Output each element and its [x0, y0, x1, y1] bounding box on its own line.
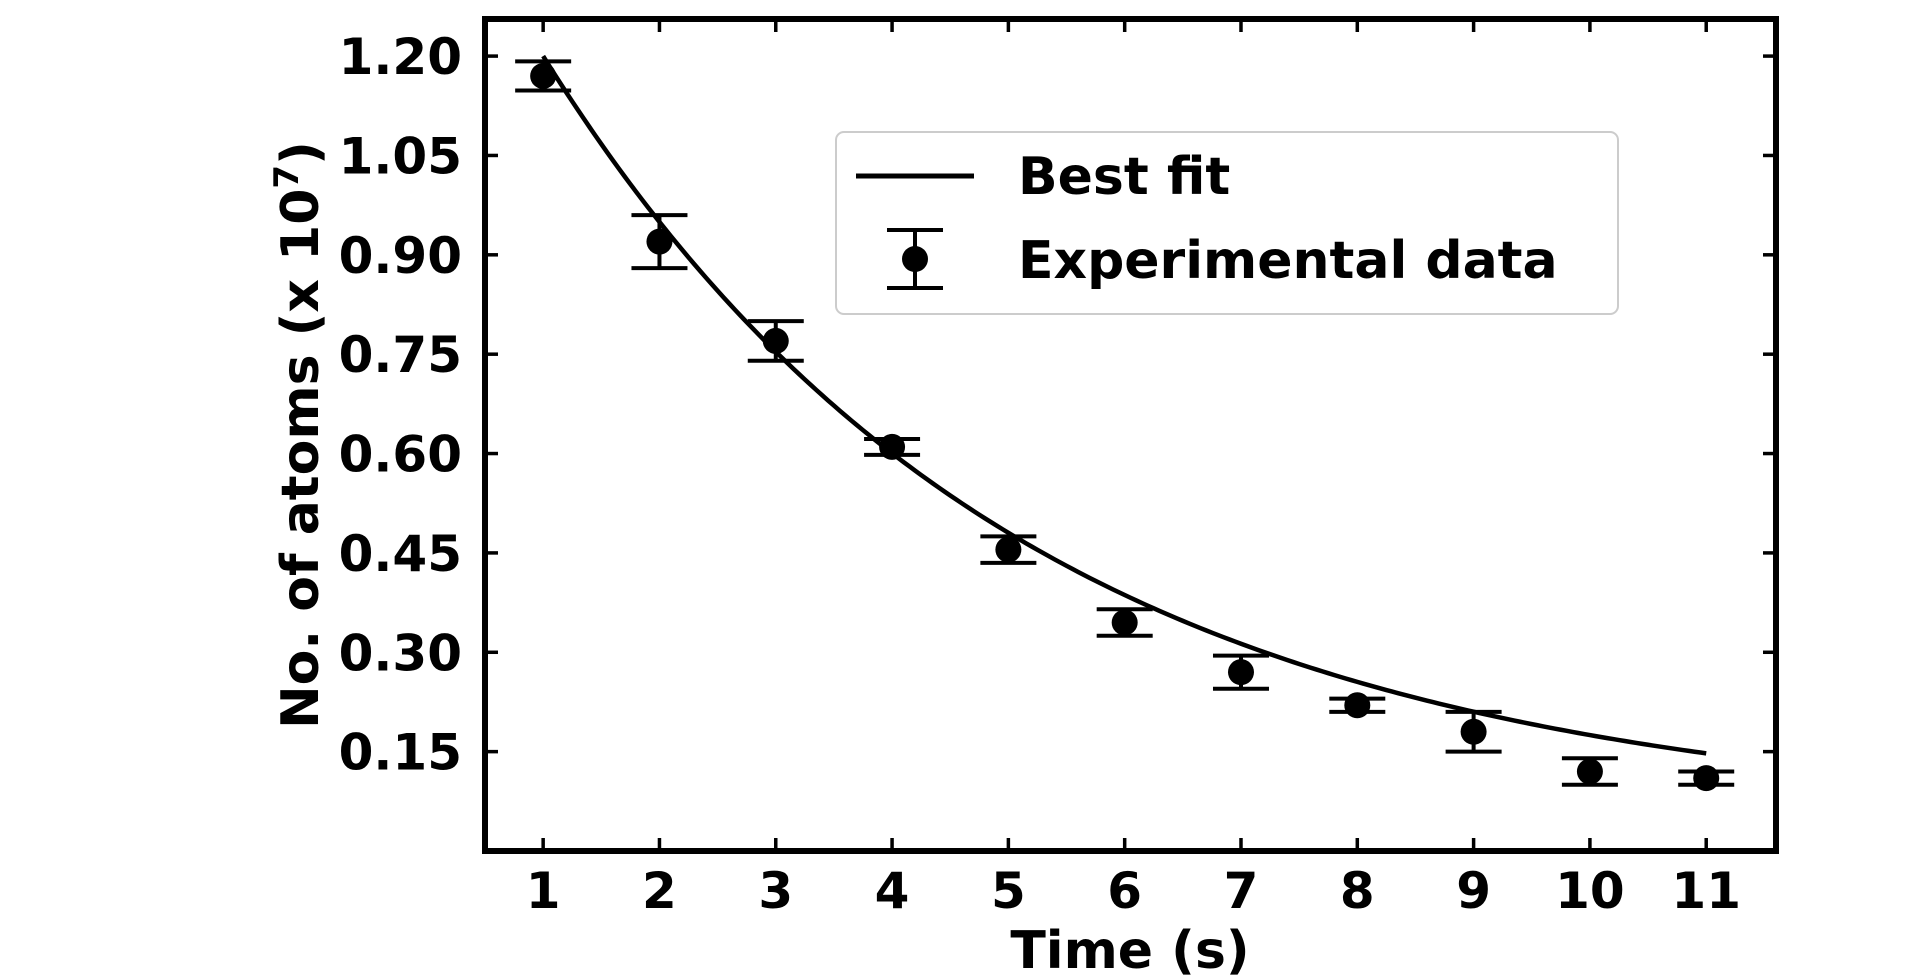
- x-tick-label: 10: [1555, 862, 1625, 920]
- y-tick-label: 0.30: [339, 624, 462, 682]
- y-tick-label: 0.60: [339, 426, 462, 484]
- data-point: [1693, 765, 1720, 792]
- x-tick-label: 7: [1224, 862, 1259, 920]
- x-tick-label: 11: [1671, 862, 1741, 920]
- legend-box: [835, 131, 1619, 315]
- x-tick-label: 4: [875, 862, 910, 920]
- y-tick-label: 1.20: [339, 28, 462, 86]
- legend: Best fit Experimental data: [835, 131, 1619, 315]
- ticks-layer: 1 2 3 4 5 6 7 8 9 10 11 0.15 0.30 0.45 0.60 0.75 0.90 1.0…: [339, 19, 1776, 920]
- y-axis-label-main: No. of atoms (x 10: [271, 189, 331, 729]
- x-tick-label: 9: [1456, 862, 1491, 920]
- fit-layer: [541, 54, 1707, 756]
- legend-label-best-fit: Best fit: [1018, 147, 1230, 207]
- x-tick-label: 6: [1107, 862, 1142, 920]
- data-point: [1111, 609, 1138, 636]
- x-tick-label: 3: [758, 862, 793, 920]
- data-point: [1460, 718, 1487, 745]
- legend-marker: [902, 246, 928, 272]
- data-point: [762, 327, 789, 354]
- legend-label-experimental-data: Experimental data: [1018, 231, 1558, 291]
- y-tick-label: 0.45: [339, 525, 462, 583]
- y-axis-label-close: ): [271, 141, 331, 165]
- y-axis-label: No. of atoms (x 107): [267, 141, 331, 729]
- data-layer: [515, 59, 1735, 792]
- data-point: [995, 536, 1022, 563]
- y-tick-label: 0.90: [339, 227, 462, 285]
- y-tick-label: 1.05: [339, 127, 462, 185]
- x-tick-label: 5: [991, 862, 1026, 920]
- data-point: [879, 433, 906, 460]
- x-tick-label: 2: [642, 862, 677, 920]
- data-point: [646, 228, 673, 255]
- x-tick-label: 8: [1340, 862, 1375, 920]
- x-axis-label: Time (s): [1010, 921, 1249, 975]
- data-point: [1576, 758, 1603, 785]
- data-point: [530, 62, 557, 89]
- data-point: [1344, 692, 1371, 719]
- y-axis-label-exponent: 7: [267, 165, 307, 189]
- y-tick-label: 0.15: [339, 724, 462, 782]
- data-point: [1227, 659, 1254, 686]
- best-fit-curve: [541, 54, 1707, 756]
- plot-frame: [482, 16, 1779, 854]
- x-tick-label: 1: [526, 862, 561, 920]
- y-tick-label: 0.75: [339, 326, 462, 384]
